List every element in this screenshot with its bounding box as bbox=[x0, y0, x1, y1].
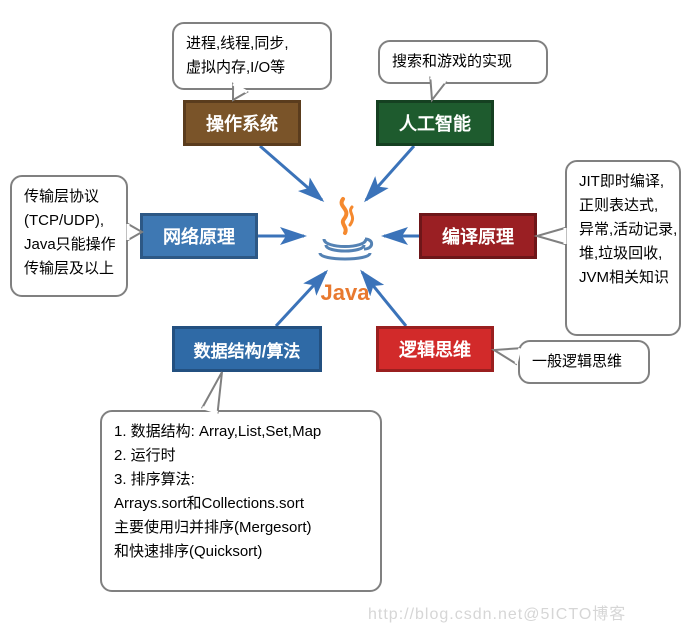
node-ai: 人工智能 bbox=[376, 100, 494, 146]
callout-comp_c: JIT即时编译,正则表达式,异常,活动记录,堆,垃圾回收,JVM相关知识 bbox=[565, 160, 681, 336]
java-logo: Java bbox=[310, 195, 380, 306]
callout-line: 异常,活动记录, bbox=[579, 218, 667, 242]
callout-line: 1. 数据结构: Array,List,Set,Map bbox=[114, 420, 368, 444]
callout-line: JVM相关知识 bbox=[579, 266, 667, 290]
callout-net_c: 传输层协议(TCP/UDP),Java只能操作传输层及以上 bbox=[10, 175, 128, 297]
callout-line: JIT即时编译, bbox=[579, 170, 667, 194]
callout-line: 传输层及以上 bbox=[24, 257, 114, 281]
java-label: Java bbox=[310, 280, 380, 306]
callout-line: 和快速排序(Quicksort) bbox=[114, 540, 368, 564]
node-os: 操作系统 bbox=[183, 100, 301, 146]
callout-line: 正则表达式, bbox=[579, 194, 667, 218]
callout-line: 堆,垃圾回收, bbox=[579, 242, 667, 266]
node-logic: 逻辑思维 bbox=[376, 326, 494, 372]
callout-line: 一般逻辑思维 bbox=[532, 350, 636, 374]
callout-line: 3. 排序算法: bbox=[114, 468, 368, 492]
callout-line: (TCP/UDP), bbox=[24, 209, 114, 233]
arrow-os bbox=[260, 146, 322, 200]
callout-line: Arrays.sort和Collections.sort bbox=[114, 492, 368, 516]
callout-line: 传输层协议 bbox=[24, 185, 114, 209]
watermark: http://blog.csdn.net@5ICTO博客 bbox=[368, 600, 626, 624]
callout-line: 虚拟内存,I/O等 bbox=[186, 56, 318, 80]
callout-ds_c: 1. 数据结构: Array,List,Set,Map2. 运行时3. 排序算法… bbox=[100, 410, 382, 592]
node-ds: 数据结构/算法 bbox=[172, 326, 322, 372]
callout-line: Java只能操作 bbox=[24, 233, 114, 257]
callout-line: 主要使用归并排序(Mergesort) bbox=[114, 516, 368, 540]
java-cup-icon bbox=[310, 195, 380, 275]
callout-line: 进程,线程,同步, bbox=[186, 32, 318, 56]
arrow-ai bbox=[366, 146, 414, 200]
callout-line: 2. 运行时 bbox=[114, 444, 368, 468]
callout-ai_c: 搜索和游戏的实现 bbox=[378, 40, 548, 84]
callout-logic_c: 一般逻辑思维 bbox=[518, 340, 650, 384]
callout-os_c: 进程,线程,同步,虚拟内存,I/O等 bbox=[172, 22, 332, 90]
node-comp: 编译原理 bbox=[419, 213, 537, 259]
node-net: 网络原理 bbox=[140, 213, 258, 259]
callout-line: 搜索和游戏的实现 bbox=[392, 50, 534, 74]
